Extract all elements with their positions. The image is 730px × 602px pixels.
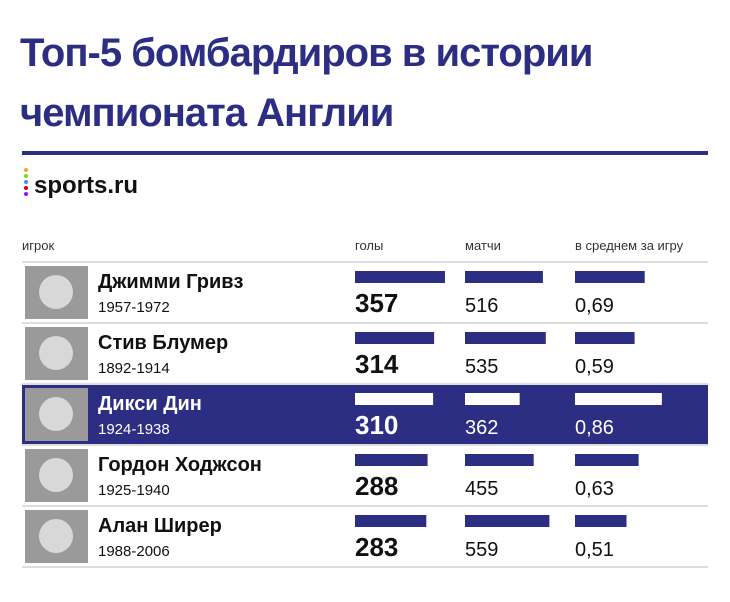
average-value: 0,51 [575, 539, 614, 561]
goals-value: 314 [355, 349, 399, 379]
matches-value: 535 [465, 356, 498, 378]
bar [465, 271, 543, 283]
bar [575, 515, 627, 527]
player-years: 1892-1914 [98, 360, 170, 377]
bar [355, 454, 428, 466]
goals-value: 357 [355, 288, 398, 318]
bar [465, 393, 520, 405]
goals-value: 310 [355, 410, 398, 440]
rows: Джимми Гривз 1957-1972 357 516 0,69 Стив Блум… [22, 261, 708, 568]
goals-value: 283 [355, 532, 398, 562]
matches-value: 362 [465, 417, 498, 439]
player-years: 1924-1938 [98, 421, 170, 438]
divider [22, 151, 708, 155]
bar [575, 271, 645, 283]
title-line: Топ-5 бомбардиров в истории [20, 31, 592, 75]
player-photo-face [39, 458, 73, 492]
player-name: Алан Ширер [98, 515, 222, 537]
column-header: голы [355, 238, 383, 253]
title-line: чемпионата Англии [20, 91, 393, 135]
bar [575, 454, 639, 466]
player-photo-face [39, 336, 73, 370]
logo: sports.ru [34, 172, 138, 199]
player-photo-face [39, 275, 73, 309]
player-name: Дикси Дин [98, 393, 202, 415]
bar [575, 393, 662, 405]
bar [355, 271, 445, 283]
bar [575, 332, 635, 344]
average-value: 0,63 [575, 478, 614, 500]
column-header: в среднем за игру [575, 238, 684, 253]
matches-value: 559 [465, 539, 498, 561]
bar [465, 454, 534, 466]
bar [355, 515, 427, 527]
bar [465, 515, 550, 527]
bar [465, 332, 546, 344]
bar [355, 393, 434, 405]
player-years: 1988-2006 [98, 543, 170, 560]
average-value: 0,86 [575, 417, 614, 439]
player-name: Гордон Ходжсон [98, 454, 262, 476]
player-name: Джимми Гривз [98, 271, 244, 293]
matches-value: 455 [465, 478, 498, 500]
bar [355, 332, 435, 344]
player-photo-face [39, 397, 73, 431]
column-header: игрок [22, 238, 54, 253]
player-years: 1957-1972 [98, 299, 170, 316]
player-name: Стив Блумер [98, 332, 228, 354]
matches-value: 516 [465, 295, 498, 317]
player-years: 1925-1940 [98, 482, 170, 499]
player-photo-face [39, 519, 73, 553]
average-value: 0,59 [575, 356, 614, 378]
average-value: 0,69 [575, 295, 614, 317]
goals-value: 288 [355, 471, 398, 501]
column-header: матчи [465, 238, 501, 253]
logo-dots [24, 168, 28, 196]
